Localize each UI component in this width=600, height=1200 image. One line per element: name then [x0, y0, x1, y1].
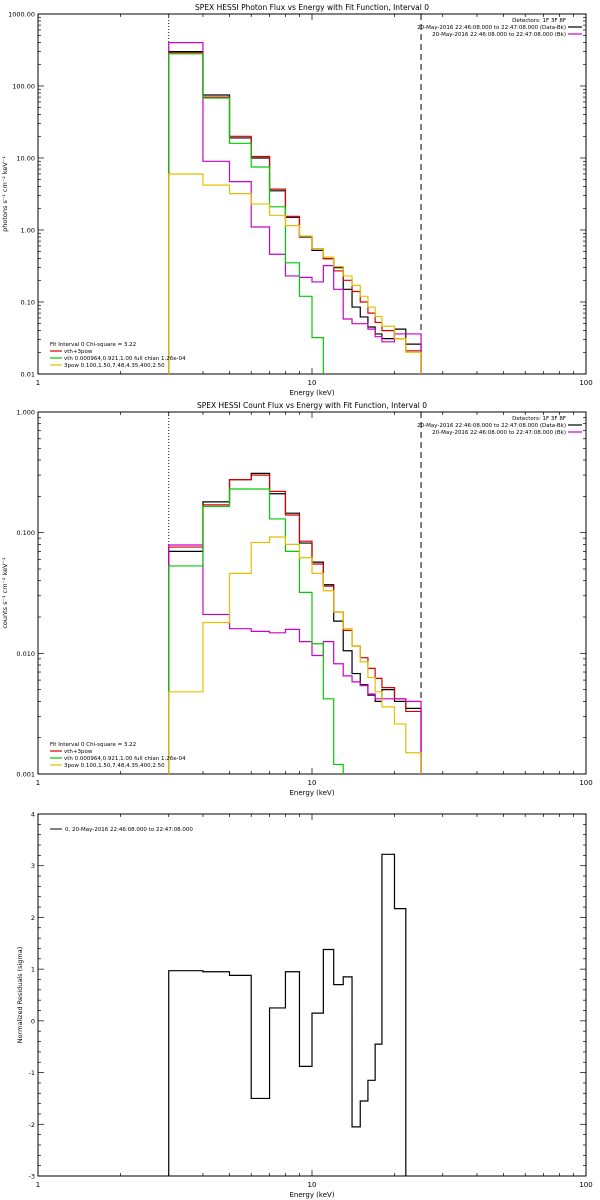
series-vth-line	[168, 53, 324, 374]
series-bk-line	[168, 544, 422, 774]
x-tick-label: 100	[579, 379, 592, 387]
y-tick-label: 0	[31, 1017, 35, 1025]
legend-bottomleft-entry: vth+3pow	[64, 349, 93, 355]
x-tick-label: 1	[36, 379, 40, 387]
x-tick-label: 1	[36, 779, 40, 787]
legend-topright-entry: 20-May-2016 22:46:08.000 to 22:47:08.000…	[432, 430, 566, 436]
y-tick-label: 0.10	[21, 299, 35, 307]
x-tick-label: 10	[308, 379, 317, 387]
legend-bottomleft-entry: Fit Interval 0 Chi-square = 3.22	[50, 742, 136, 748]
legend-bottomleft-entry: vth 0.000964,0.921,1.00 full chian 1.26e…	[64, 356, 186, 362]
chart-panel-3: 1 10 100 Energy (keV) -3 -2 -1 0 1 2 3 4 Normalized …	[16, 811, 593, 1200]
legend-topleft-entry: 0, 20-May-2016 22:46:08.000 to 22:47:08.…	[65, 827, 193, 833]
y-axis-label: counts s⁻¹ cm⁻² keV⁻¹	[1, 557, 9, 629]
legend-bottomleft-entry: 3pow 0.100,1.50,7.48,4.35,400,2.50	[64, 763, 165, 769]
y-tick-label: 1	[31, 966, 35, 974]
y-tick-label: 1.00	[21, 227, 35, 235]
y-tick-label: 2	[31, 914, 35, 922]
y-tick-label: 0.100	[16, 529, 35, 537]
legend-bottomleft-entry: 3pow 0.100,1.50,7.48,4.35,400,2.50	[64, 363, 165, 369]
x-tick-label: 10	[308, 1181, 317, 1189]
y-tick-label: 4	[31, 811, 35, 819]
x-axis-label: Energy (keV)	[289, 1191, 334, 1199]
y-tick-label: -3	[29, 1173, 35, 1181]
x-tick-label: 10	[308, 779, 317, 787]
y-tick-label: -1	[29, 1069, 35, 1077]
legend-bottomleft-entry: vth 0.000964,0.921,1.00 full chian 1.26e…	[64, 756, 186, 762]
series-bk-line	[168, 42, 422, 374]
series-data-bk-line	[168, 472, 422, 774]
chart-panel-1: SPEX HESSI Photon Flux vs Energy with Fi…	[1, 3, 593, 397]
legend-topright-entry: 20-May-2016 22:46:08.000 to 22:47:08.000…	[417, 423, 566, 429]
y-tick-label: 0.01	[21, 371, 35, 379]
series-vth-line	[168, 488, 344, 774]
chart-title: SPEX HESSI Photon Flux vs Energy with Fi…	[195, 3, 429, 12]
y-tick-label: 1.000	[16, 409, 35, 417]
x-tick-label: 1	[36, 1181, 40, 1189]
legend-bottomleft-entry: vth+3pow	[64, 749, 93, 755]
y-tick-label: 10.00	[16, 155, 35, 163]
legend-topright-entry: Detectors: 1F 3F 8F	[512, 416, 566, 422]
plot-frame	[37, 813, 587, 1177]
y-tick-label: 0.010	[16, 650, 35, 658]
y-tick-label: 100.00	[12, 83, 35, 91]
chart-panel-2: SPEX HESSI Count Flux vs Energy with Fit…	[1, 401, 593, 797]
y-tick-label: 3	[31, 862, 35, 870]
series-vth-3pow-line	[168, 52, 422, 374]
x-tick-label: 100	[579, 779, 592, 787]
series-data-bk-line	[168, 51, 422, 374]
y-axis-label: photons s⁻¹ cm⁻² keV⁻¹	[1, 156, 9, 232]
series-3pow-line	[168, 536, 422, 774]
series-vth-3pow-line	[168, 474, 422, 774]
legend-topright-entry: 20-May-2016 22:46:08.000 to 22:47:08.000…	[417, 25, 566, 31]
y-tick-label: 0.001	[16, 771, 35, 779]
series-3pow-line	[168, 173, 422, 374]
y-tick-label: 1000.00	[8, 11, 35, 19]
x-tick-label: 100	[579, 1181, 592, 1189]
legend-topright-entry: 20-May-2016 22:46:08.000 to 22:47:08.000…	[432, 32, 566, 38]
y-tick-label: -2	[29, 1121, 35, 1129]
legend-topright-entry: Detectors: 1F 3F 8F	[512, 18, 566, 24]
y-axis-label: Normalized Residuals (sigma)	[16, 947, 24, 1044]
x-axis-label: Energy (keV)	[289, 789, 334, 797]
legend-bottomleft-entry: Fit Interval 0 Chi-square = 3.22	[50, 342, 136, 348]
chart-title: SPEX HESSI Count Flux vs Energy with Fit…	[197, 401, 427, 410]
x-axis-label: Energy (keV)	[289, 389, 334, 397]
series-0-line	[168, 853, 407, 1176]
